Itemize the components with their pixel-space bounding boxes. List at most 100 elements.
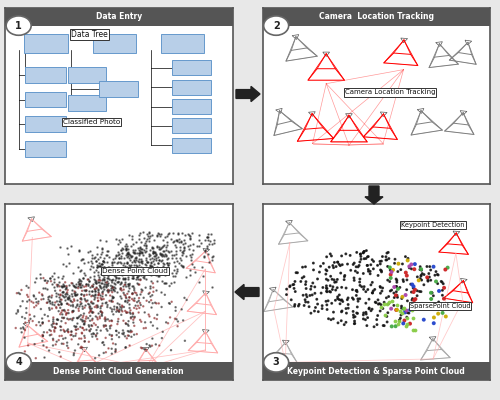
Point — [355, 262, 363, 269]
Point — [124, 322, 132, 329]
Polygon shape — [401, 38, 407, 43]
Point — [160, 261, 168, 268]
Point — [126, 255, 134, 262]
Point — [94, 298, 102, 304]
Point — [146, 262, 154, 269]
Point — [153, 270, 161, 276]
Point — [422, 305, 430, 311]
Point — [64, 316, 72, 322]
Point — [122, 241, 130, 248]
Point — [174, 231, 182, 238]
Point — [374, 262, 382, 268]
Point — [342, 251, 350, 257]
Point — [45, 305, 53, 311]
Point — [96, 315, 104, 322]
Point — [168, 298, 175, 305]
Point — [57, 324, 65, 330]
Point — [424, 277, 432, 284]
Point — [294, 303, 302, 309]
Point — [48, 305, 56, 312]
Point — [14, 290, 22, 296]
Point — [55, 302, 63, 308]
Point — [118, 312, 126, 318]
Point — [104, 266, 112, 273]
Point — [172, 304, 179, 310]
Point — [78, 325, 86, 331]
Point — [162, 280, 170, 286]
Point — [84, 283, 92, 289]
Point — [118, 271, 126, 278]
Point — [78, 317, 86, 323]
Point — [68, 316, 76, 322]
Point — [117, 270, 125, 277]
Point — [128, 282, 136, 289]
Point — [145, 251, 153, 258]
Point — [55, 294, 63, 300]
Point — [138, 286, 146, 293]
Point — [118, 307, 126, 313]
Point — [391, 256, 399, 262]
Point — [387, 306, 395, 312]
Point — [134, 258, 142, 264]
Point — [414, 277, 422, 284]
Point — [325, 264, 333, 270]
Point — [127, 242, 135, 249]
Point — [144, 233, 152, 240]
Point — [87, 299, 95, 306]
Point — [153, 312, 161, 318]
Point — [149, 258, 157, 264]
Point — [290, 303, 298, 310]
Point — [132, 255, 140, 261]
Point — [64, 307, 72, 313]
Point — [300, 302, 308, 309]
Point — [334, 294, 342, 300]
Point — [308, 292, 316, 298]
Point — [58, 288, 66, 295]
Point — [108, 350, 116, 357]
Point — [440, 296, 448, 302]
Point — [108, 336, 116, 342]
Point — [80, 286, 88, 293]
Point — [364, 314, 372, 321]
Point — [390, 302, 398, 309]
Point — [144, 291, 152, 297]
Point — [114, 275, 122, 281]
Point — [46, 327, 54, 333]
Point — [400, 306, 407, 312]
Point — [434, 299, 442, 305]
Point — [392, 283, 400, 290]
Point — [108, 289, 116, 296]
Point — [180, 247, 188, 253]
Point — [136, 250, 144, 256]
Point — [202, 248, 209, 254]
Point — [18, 314, 26, 320]
Point — [24, 294, 32, 300]
Point — [430, 320, 438, 326]
Point — [58, 283, 66, 289]
Point — [378, 253, 386, 260]
Point — [109, 340, 117, 347]
Point — [108, 286, 116, 293]
Point — [102, 252, 110, 258]
Point — [48, 292, 56, 299]
Point — [352, 310, 360, 316]
Point — [149, 245, 157, 251]
Point — [420, 271, 428, 278]
Point — [25, 318, 33, 324]
Point — [100, 350, 108, 356]
Point — [146, 283, 154, 290]
Point — [73, 291, 81, 297]
Point — [388, 269, 396, 275]
Point — [418, 277, 426, 283]
Point — [80, 338, 88, 345]
Point — [80, 293, 88, 299]
Point — [334, 296, 342, 302]
Point — [123, 263, 131, 270]
Point — [416, 266, 424, 273]
Point — [80, 284, 88, 290]
Polygon shape — [323, 52, 330, 56]
Point — [40, 275, 48, 281]
Point — [82, 298, 90, 305]
Point — [374, 297, 382, 303]
Point — [340, 276, 348, 283]
